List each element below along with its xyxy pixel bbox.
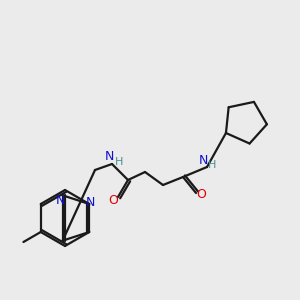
- Text: N: N: [198, 154, 208, 166]
- Text: H: H: [208, 160, 216, 170]
- Text: O: O: [108, 194, 118, 206]
- Text: N: N: [85, 196, 95, 209]
- Text: H: H: [115, 157, 123, 167]
- Text: N: N: [104, 151, 114, 164]
- Text: N: N: [56, 194, 65, 207]
- Text: O: O: [196, 188, 206, 202]
